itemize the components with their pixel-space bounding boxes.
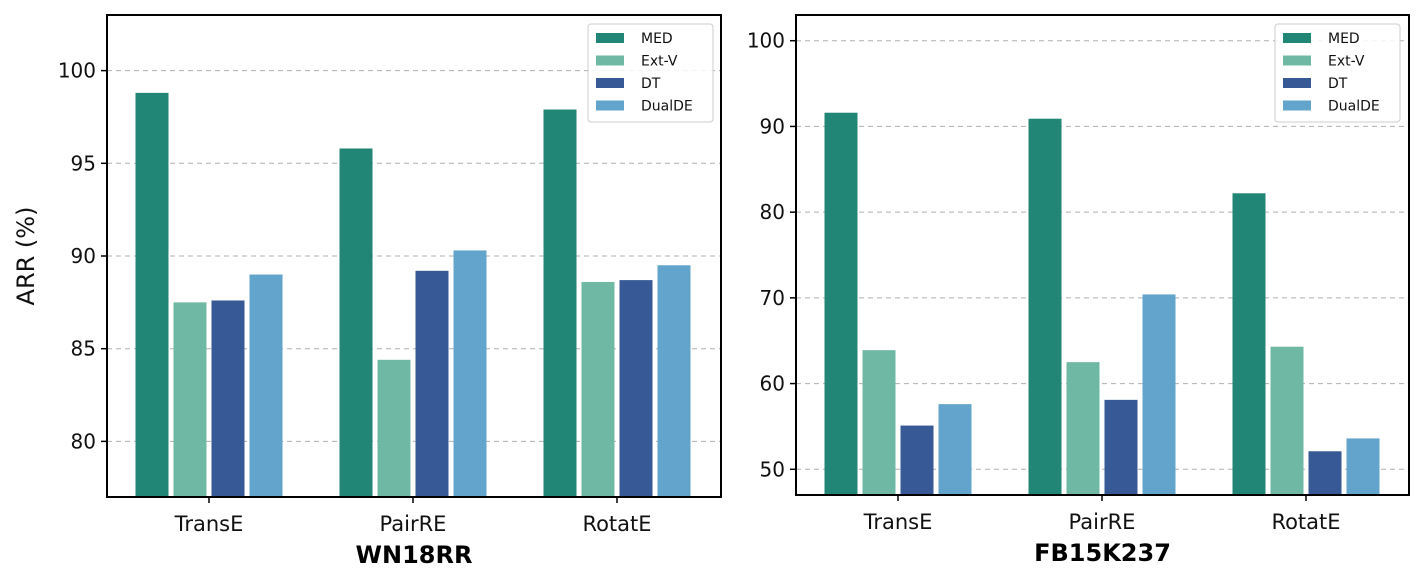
x-tick-label: RotatE — [1271, 510, 1340, 534]
y-tick-label: 60 — [760, 372, 785, 396]
y-tick-label: 90 — [760, 114, 785, 138]
x-tick-label: PairRE — [1069, 510, 1136, 534]
bar-med-pairre — [339, 148, 373, 497]
bar-ext-v-transe — [173, 302, 207, 497]
legend-swatch-dt — [1283, 78, 1311, 88]
bar-dualde-pairre — [453, 250, 487, 497]
legend-label-dualde: DualDE — [641, 99, 693, 115]
bar-dt-pairre — [1104, 399, 1138, 495]
bar-med-pairre — [1028, 118, 1062, 495]
x-tick-label: RotatE — [582, 512, 651, 536]
legend-label-dualde: DualDE — [1328, 99, 1380, 115]
x-tick-label: PairRE — [380, 512, 447, 536]
legend-box — [1274, 23, 1401, 123]
x-axis-title: WN18RR — [356, 541, 473, 569]
legend-swatch-dualde — [1283, 100, 1311, 111]
bar-dt-rotate — [1308, 451, 1342, 495]
bar-dualde-transe — [938, 404, 972, 495]
legend-box — [587, 23, 714, 123]
y-axis-title: ARR (%) — [12, 207, 40, 306]
y-tick-label: 85 — [71, 337, 96, 361]
x-tick-label: TransE — [863, 510, 933, 534]
bar-dualde-rotate — [1346, 438, 1380, 495]
bar-dt-transe — [900, 425, 934, 495]
plot-frame — [795, 14, 1410, 496]
chart-wn18rr: TransE PairRE RotatE 80 85 90 95 100 WN18RR ARR (… — [12, 14, 722, 569]
bar-dualde-rotate — [657, 265, 691, 497]
legend-swatch-ext-v — [596, 55, 624, 66]
bar-dt-transe — [211, 300, 245, 497]
legend-swatch-med — [596, 33, 624, 43]
legend-label-ext-v: Ext-V — [1328, 54, 1365, 70]
y-tick-label: 95 — [71, 151, 96, 175]
bar-ext-v-transe — [862, 350, 896, 495]
y-tick-label: 100 — [747, 29, 785, 53]
legend-swatch-ext-v — [1283, 55, 1311, 66]
legend-label-med: MED — [641, 31, 673, 47]
legend-label-dt: DT — [641, 76, 661, 92]
legend-label-ext-v: Ext-V — [641, 54, 678, 70]
legend-swatch-med — [1283, 33, 1311, 43]
y-tick-label: 90 — [71, 244, 96, 268]
y-tick-label: 80 — [760, 200, 785, 224]
bar-ext-v-rotate — [1270, 346, 1304, 495]
y-tick-label: 80 — [71, 429, 96, 453]
plot-frame — [106, 14, 722, 498]
legend-label-med: MED — [1328, 31, 1360, 47]
bar-ext-v-pairre — [1066, 362, 1100, 495]
x-axis-title: FB15K237 — [1034, 539, 1171, 567]
bar-ext-v-pairre — [377, 359, 411, 497]
legend: MED Ext-V DT DualDE — [1274, 23, 1401, 123]
legend: MED Ext-V DT DualDE — [587, 23, 714, 123]
bar-med-rotate — [543, 109, 577, 498]
legend-swatch-dualde — [596, 100, 624, 111]
y-tick-label: 70 — [760, 286, 785, 310]
y-tick-label: 50 — [760, 457, 785, 481]
bar-dt-rotate — [619, 280, 653, 497]
bar-ext-v-rotate — [581, 281, 615, 497]
legend-label-dt: DT — [1328, 76, 1348, 92]
bar-dualde-pairre — [1142, 294, 1176, 495]
bar-dt-pairre — [415, 270, 449, 497]
bar-med-transe — [824, 112, 858, 495]
x-tick-label: TransE — [174, 512, 244, 536]
bar-dualde-transe — [249, 274, 283, 497]
y-tick-label: 100 — [58, 59, 96, 83]
bar-med-transe — [135, 92, 169, 497]
bar-med-rotate — [1232, 193, 1266, 496]
legend-swatch-dt — [596, 78, 624, 88]
chart-fb15k237: TransE PairRE RotatE 50 60 70 80 90 100 FB15K237 M… — [747, 14, 1410, 567]
